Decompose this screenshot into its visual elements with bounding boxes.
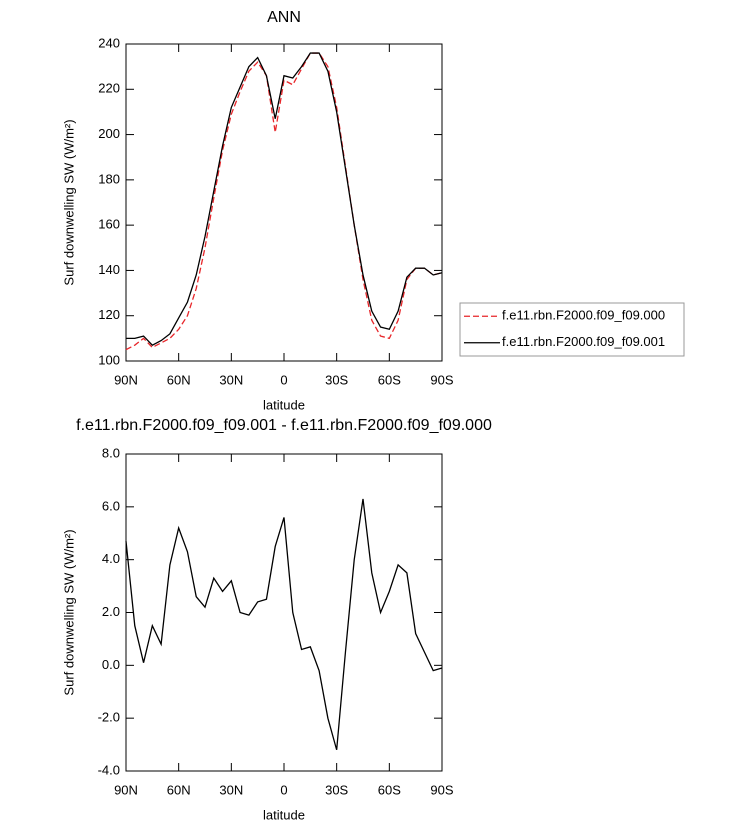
y-tick-label: 4.0 [102, 551, 120, 566]
y-tick-label: -4.0 [98, 762, 120, 777]
y-tick-label: 160 [98, 217, 120, 232]
y-tick-label: 240 [98, 35, 120, 50]
y-tick-label: 120 [98, 307, 120, 322]
y-tick-label: 2.0 [102, 604, 120, 619]
y-tick-label: 6.0 [102, 498, 120, 513]
chart-title: f.e11.rbn.F2000.f09_f09.001 - f.e11.rbn.… [76, 417, 492, 434]
series-line [125, 52, 443, 351]
plot-frame [125, 43, 443, 362]
series-line [125, 498, 443, 751]
x-tick-label: 90N [114, 782, 138, 797]
x-tick-label: 90S [430, 372, 453, 387]
x-tick-label: 90N [114, 372, 138, 387]
x-tick-label: 30S [325, 372, 348, 387]
legend-label: f.e11.rbn.F2000.f09_f09.000 [502, 308, 665, 323]
x-axis-label: latitude [263, 397, 305, 412]
y-tick-label: 220 [98, 81, 120, 96]
y-axis-label: Surf downwelling SW (W/m²) [61, 119, 76, 285]
x-tick-label: 0 [280, 782, 287, 797]
chart-title: ANN [267, 9, 301, 26]
y-tick-label: 100 [98, 352, 120, 367]
y-tick-label: 8.0 [102, 445, 120, 460]
y-tick-label: 0.0 [102, 657, 120, 672]
x-tick-label: 60N [167, 782, 191, 797]
x-tick-label: 30N [219, 372, 243, 387]
y-axis-label: Surf downwelling SW (W/m²) [61, 529, 76, 695]
x-tick-label: 60N [167, 372, 191, 387]
x-tick-label: 60S [378, 372, 401, 387]
x-tick-label: 0 [280, 372, 287, 387]
x-axis-label: latitude [263, 807, 305, 822]
legend-label: f.e11.rbn.F2000.f09_f09.001 [502, 334, 665, 349]
x-tick-label: 30S [325, 782, 348, 797]
series-line [126, 52, 443, 346]
y-tick-label: -2.0 [98, 710, 120, 725]
y-tick-label: 140 [98, 262, 120, 277]
x-tick-label: 90S [430, 782, 453, 797]
legend-box [459, 302, 685, 357]
plot-frame [125, 453, 443, 772]
x-tick-label: 60S [378, 782, 401, 797]
x-tick-label: 30N [219, 782, 243, 797]
y-tick-label: 200 [98, 126, 120, 141]
y-tick-label: 180 [98, 171, 120, 186]
